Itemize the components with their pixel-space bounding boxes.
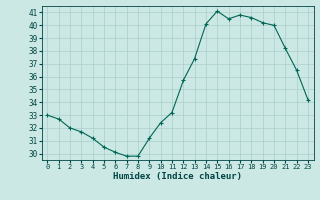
X-axis label: Humidex (Indice chaleur): Humidex (Indice chaleur) <box>113 172 242 181</box>
